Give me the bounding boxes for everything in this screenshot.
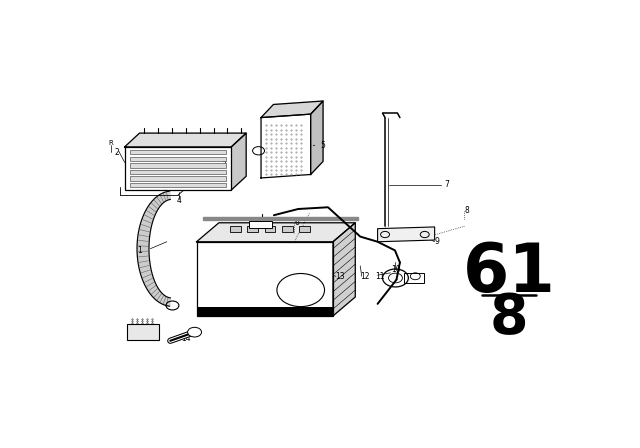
Polygon shape <box>261 101 323 117</box>
Bar <box>129 150 227 155</box>
Text: 6: 6 <box>294 218 299 227</box>
Text: 14: 14 <box>182 334 191 343</box>
Bar <box>230 226 241 232</box>
Text: 15: 15 <box>145 327 154 336</box>
Text: 13: 13 <box>335 272 345 281</box>
Bar <box>196 307 333 316</box>
Text: R: R <box>109 141 113 146</box>
Text: 8: 8 <box>490 291 529 345</box>
Text: 4: 4 <box>177 196 182 205</box>
Bar <box>196 242 333 316</box>
Text: 5: 5 <box>321 141 325 150</box>
Bar <box>129 163 227 168</box>
Text: 7: 7 <box>445 181 449 190</box>
Bar <box>129 183 227 187</box>
Polygon shape <box>204 217 358 220</box>
Polygon shape <box>333 223 355 316</box>
Bar <box>125 147 231 190</box>
Bar <box>127 323 159 340</box>
Bar <box>404 273 424 283</box>
Text: 12: 12 <box>360 272 370 281</box>
Bar <box>264 226 275 232</box>
Bar <box>129 156 227 161</box>
Bar <box>247 226 258 232</box>
Polygon shape <box>261 114 310 178</box>
Polygon shape <box>137 191 170 306</box>
Polygon shape <box>125 133 246 147</box>
Text: 2: 2 <box>115 147 120 156</box>
Bar <box>250 221 272 228</box>
Bar <box>300 226 310 232</box>
Polygon shape <box>231 133 246 190</box>
Polygon shape <box>196 223 355 242</box>
Bar <box>282 226 292 232</box>
Bar <box>129 176 227 181</box>
Text: 61: 61 <box>463 240 556 306</box>
Polygon shape <box>310 101 323 174</box>
Text: 9: 9 <box>435 237 440 246</box>
Bar <box>129 170 227 174</box>
Text: 10: 10 <box>392 265 401 274</box>
Text: 3: 3 <box>221 161 226 170</box>
Polygon shape <box>378 227 435 242</box>
Circle shape <box>188 327 202 337</box>
Text: 8: 8 <box>465 206 469 215</box>
Text: 11: 11 <box>375 272 385 281</box>
Text: 1: 1 <box>137 246 142 255</box>
